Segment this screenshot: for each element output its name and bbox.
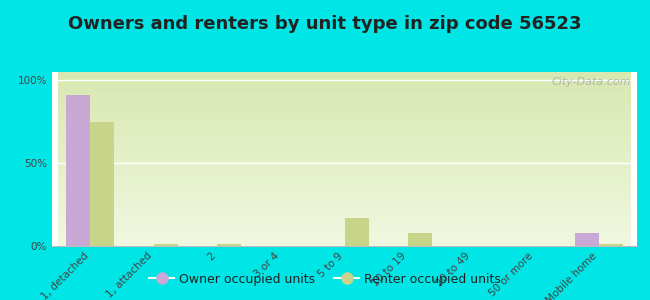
- Bar: [154, 244, 178, 246]
- Text: Owners and renters by unit type in zip code 56523: Owners and renters by unit type in zip c…: [68, 15, 582, 33]
- Text: City-Data.com: City-Data.com: [552, 77, 631, 87]
- Bar: [575, 233, 599, 246]
- Bar: [66, 95, 90, 246]
- Legend: Owner occupied units, Renter occupied units: Owner occupied units, Renter occupied un…: [144, 268, 506, 291]
- Bar: [90, 122, 114, 246]
- Bar: [344, 218, 369, 246]
- Bar: [599, 244, 623, 246]
- Bar: [217, 244, 242, 246]
- Bar: [408, 233, 432, 246]
